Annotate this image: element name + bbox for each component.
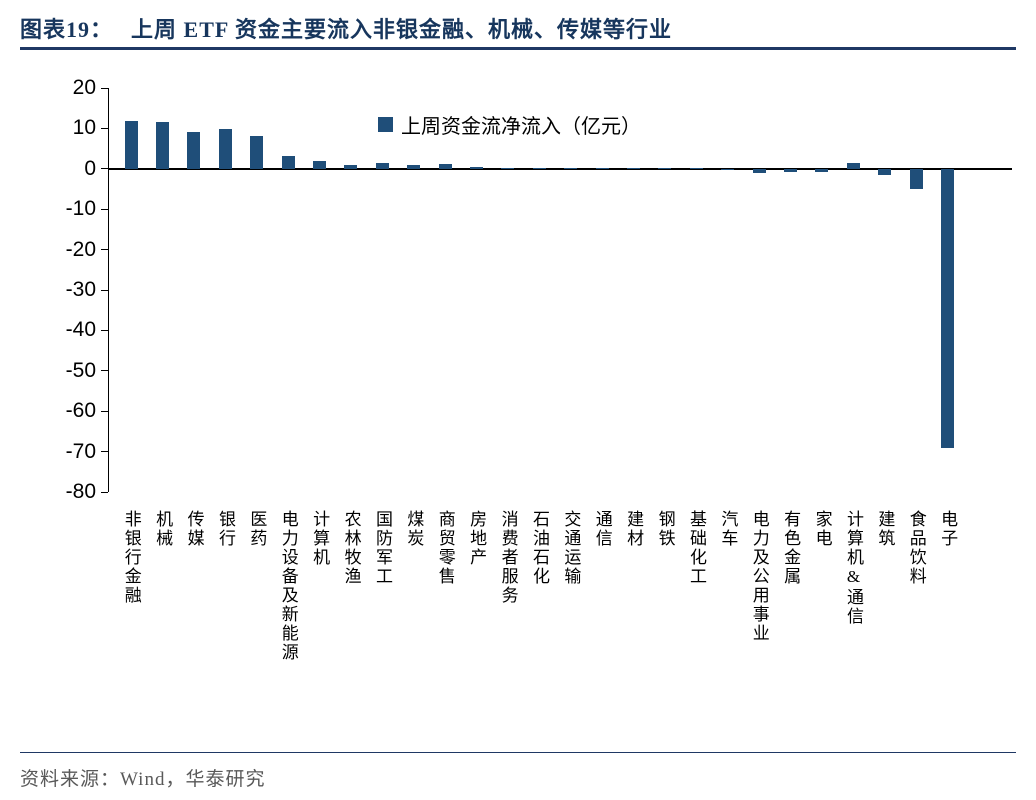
y-tick-mark: [101, 249, 108, 251]
y-tick-mark: [101, 370, 108, 372]
bar-交通运输: [564, 167, 578, 169]
y-tick-label: -50: [65, 358, 96, 382]
legend-swatch: [378, 117, 393, 132]
footer-divider: [20, 752, 1016, 753]
source-note: 资料来源：Wind，华泰研究: [20, 769, 266, 790]
x-label-电力及公用事业: 电力及公用事业: [749, 510, 769, 643]
y-tick-label: 10: [72, 116, 96, 140]
x-label-石油石化: 石油石化: [529, 510, 549, 586]
bar-农林牧渔: [344, 164, 358, 169]
bar-计算机&通信: [846, 162, 860, 169]
x-label-房地产: 房地产: [467, 510, 487, 567]
x-label-消费者服务: 消费者服务: [498, 510, 518, 605]
bar-银行: [218, 129, 232, 169]
bar-通信: [595, 168, 609, 170]
y-tick-mark: [101, 329, 108, 331]
x-label-通信: 通信: [592, 510, 612, 548]
y-tick-label: -20: [65, 237, 96, 261]
bar-钢铁: [658, 168, 672, 170]
y-tick-mark: [101, 451, 108, 453]
bar-石油石化: [532, 167, 546, 169]
bar-电子: [940, 168, 954, 448]
bar-食品饮料: [909, 168, 923, 189]
bar-建筑: [878, 168, 892, 175]
title-divider: [20, 47, 1016, 50]
legend-label: 上周资金流净流入（亿元）: [401, 116, 641, 138]
bar-煤炭: [407, 164, 421, 169]
x-label-农林牧渔: 农林牧渔: [341, 510, 361, 586]
x-label-有色金属: 有色金属: [781, 510, 801, 586]
chart-legend: 上周资金流净流入（亿元）: [378, 110, 641, 139]
bar-医药: [250, 136, 264, 169]
x-label-计算机: 计算机: [310, 510, 330, 567]
y-tick-mark: [101, 208, 108, 210]
y-tick-label: -40: [65, 318, 96, 342]
bar-有色金属: [783, 168, 797, 173]
y-tick-label: 20: [72, 76, 96, 99]
y-axis-line: [108, 88, 109, 492]
bar-建材: [626, 168, 640, 170]
bar-电力设备及新能源: [281, 155, 295, 169]
y-tick-label: -30: [65, 278, 96, 301]
x-label-钢铁: 钢铁: [655, 510, 675, 548]
figure-number-label: 图表19：: [20, 17, 114, 42]
bar-消费者服务: [501, 167, 515, 169]
bar-机械: [155, 121, 169, 169]
x-label-家电: 家电: [812, 510, 832, 548]
y-tick-mark: [101, 410, 108, 412]
bar-家电: [815, 168, 829, 173]
x-label-基础化工: 基础化工: [686, 510, 706, 586]
bar-非银行金融: [124, 121, 138, 169]
y-tick-mark: [101, 127, 108, 129]
bar-计算机: [312, 160, 326, 169]
bar-汽车: [721, 168, 735, 170]
x-label-非银行金融: 非银行金融: [121, 510, 141, 605]
x-label-医药: 医药: [247, 510, 267, 548]
x-label-电子: 电子: [938, 510, 958, 548]
x-label-电力设备及新能源: 电力设备及新能源: [278, 510, 298, 662]
bar-基础化工: [689, 168, 703, 170]
x-label-银行: 银行: [215, 510, 235, 548]
x-axis-baseline: [108, 167, 1012, 170]
figure-title-text: 上周 ETF 资金主要流入非银金融、机械、传媒等行业: [131, 17, 672, 42]
x-label-建材: 建材: [624, 510, 644, 548]
y-tick-mark: [101, 491, 108, 493]
y-tick-label: -60: [65, 399, 96, 423]
x-label-国防军工: 国防军工: [372, 510, 392, 586]
bar-电力及公用事业: [752, 168, 766, 173]
bar-传媒: [187, 132, 201, 169]
x-label-机械: 机械: [153, 510, 173, 548]
x-label-煤炭: 煤炭: [404, 510, 424, 548]
y-tick-label: 0: [84, 156, 96, 180]
y-tick-label: -10: [65, 197, 96, 221]
bar-房地产: [469, 166, 483, 169]
x-label-食品饮料: 食品饮料: [906, 510, 926, 586]
y-tick-mark: [101, 168, 108, 170]
chart-title: 图表19： 上周 ETF 资金主要流入非银金融、机械、传媒等行业: [20, 12, 1016, 44]
x-label-传媒: 传媒: [184, 510, 204, 548]
x-label-建筑: 建筑: [875, 510, 895, 548]
x-label-计算机&通信: 计算机&通信: [843, 510, 863, 626]
x-label-汽车: 汽车: [718, 510, 738, 548]
y-tick-label: -70: [65, 439, 96, 463]
bar-国防军工: [375, 163, 389, 169]
y-tick-mark: [101, 289, 108, 291]
y-tick-mark: [101, 87, 108, 89]
x-label-商贸零售: 商贸零售: [435, 510, 455, 586]
y-tick-label: -80: [65, 480, 96, 503]
bar-商贸零售: [438, 163, 452, 169]
x-label-交通运输: 交通运输: [561, 510, 581, 586]
